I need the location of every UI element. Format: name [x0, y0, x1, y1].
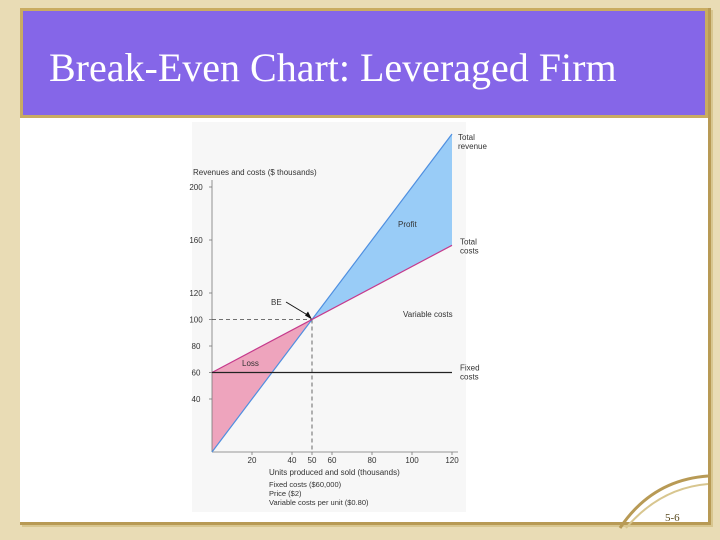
- footnote-line: Variable costs per unit ($0.80): [269, 498, 369, 507]
- label-total-revenue: Total: [458, 133, 475, 142]
- x-tick-label: 80: [368, 456, 377, 465]
- x-tick-label: 40: [288, 456, 297, 465]
- be-arrow-line: [285, 301, 311, 317]
- variable-costs-label: Variable costs: [403, 310, 453, 319]
- y-tick-label: 160: [189, 236, 203, 245]
- profit-label: Profit: [398, 220, 417, 229]
- footnote-line: Price ($2): [269, 489, 302, 498]
- x-tick-label: 50: [308, 456, 317, 465]
- footnote-line: Fixed costs ($60,000): [269, 480, 342, 489]
- x-tick-label: 100: [405, 456, 419, 465]
- label-total-costs: costs: [460, 246, 479, 255]
- loss-label: Loss: [242, 359, 259, 368]
- x-axis-title: Units produced and sold (thousands): [269, 468, 400, 477]
- label-fixed-costs: costs: [460, 373, 479, 382]
- y-tick-label: 120: [189, 289, 203, 298]
- y-tick-label: 80: [192, 342, 201, 351]
- series-line-total-revenue: [211, 133, 453, 453]
- label-fixed-costs: Fixed: [460, 364, 480, 373]
- y-tick-label: 200: [189, 183, 203, 192]
- x-tick-label: 20: [248, 456, 257, 465]
- be-arrow-head: [305, 311, 312, 320]
- y-tick-label: 40: [192, 395, 201, 404]
- title-band: Break-Even Chart: Leveraged Firm: [20, 8, 708, 118]
- series-line-total-costs: [211, 244, 453, 374]
- y-tick-label: 100: [189, 316, 203, 325]
- x-tick-label: 120: [445, 456, 459, 465]
- y-tick-label: 60: [192, 369, 201, 378]
- be-label: BE: [271, 298, 282, 307]
- slide-number: 5-6: [665, 512, 680, 524]
- label-total-costs: Total: [460, 237, 477, 246]
- corner-decoration: [618, 474, 708, 529]
- y-axis-title: Revenues and costs ($ thousands): [193, 168, 317, 177]
- label-total-revenue: revenue: [458, 142, 487, 151]
- slide-title: Break-Even Chart: Leveraged Firm: [49, 45, 617, 90]
- x-tick-label: 60: [328, 456, 337, 465]
